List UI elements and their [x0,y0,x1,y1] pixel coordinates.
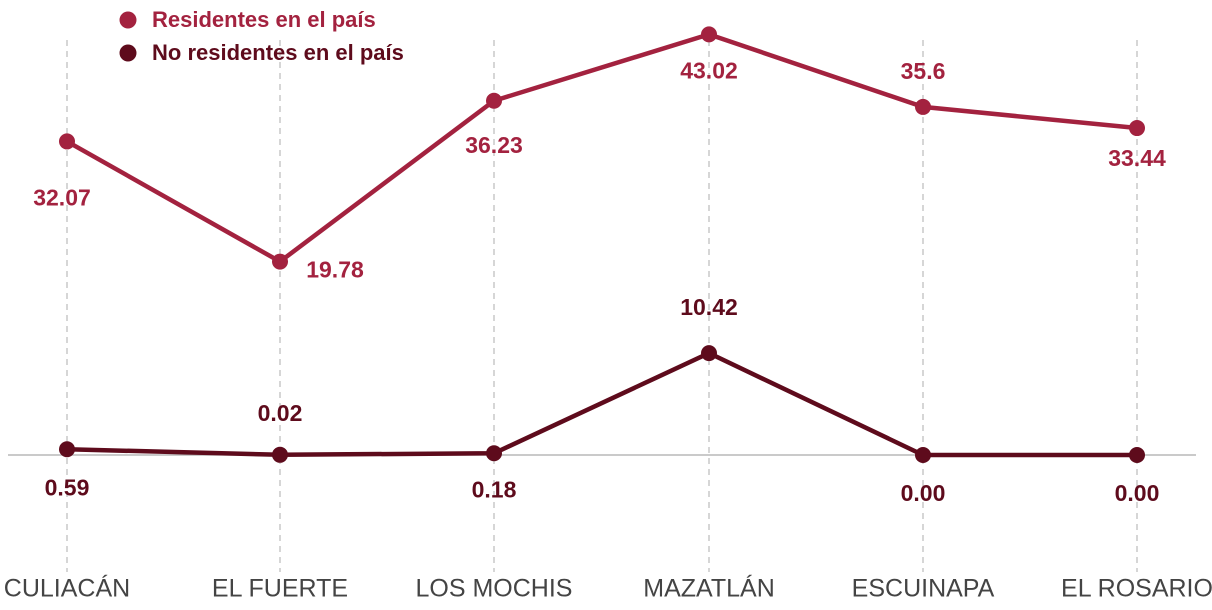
series-line [65,31,1138,265]
data-label: 33.44 [1108,145,1166,171]
point [486,445,502,462]
point [1129,120,1145,137]
x-tick-label: ESCUINAPA [852,575,995,603]
point [915,447,931,463]
data-label: 0.59 [45,474,90,500]
data-label: 0.00 [1115,480,1160,506]
series-line [66,350,1137,458]
point [915,98,931,115]
point [701,26,717,43]
point [701,345,717,362]
x-tick-label: EL ROSARIO [1061,575,1212,603]
point [272,253,288,270]
x-tick-label: MAZATLÁN [643,574,775,603]
data-label: 0.18 [472,476,517,502]
x-tick-label: CULIACÁN [4,574,130,603]
legend-label: Residentes en el país [152,7,376,32]
x-tick-label: LOS MOCHIS [416,575,573,603]
point [1129,447,1145,463]
data-label: 36.23 [465,132,523,158]
data-label: 10.42 [680,294,738,320]
point [59,441,75,458]
point [59,133,75,150]
point [486,92,502,109]
data-label: 43.02 [680,57,738,83]
legend-label: No residentes en el país [152,40,404,65]
data-label: 0.00 [901,480,946,506]
data-label: 35.6 [901,58,946,84]
data-label: 0.02 [258,400,303,426]
legend-marker [119,11,137,29]
legend-marker [119,44,137,62]
data-label: 32.07 [33,185,91,211]
x-tick-label: EL FUERTE [212,575,348,603]
data-label: 19.78 [306,257,364,283]
point [272,446,288,463]
